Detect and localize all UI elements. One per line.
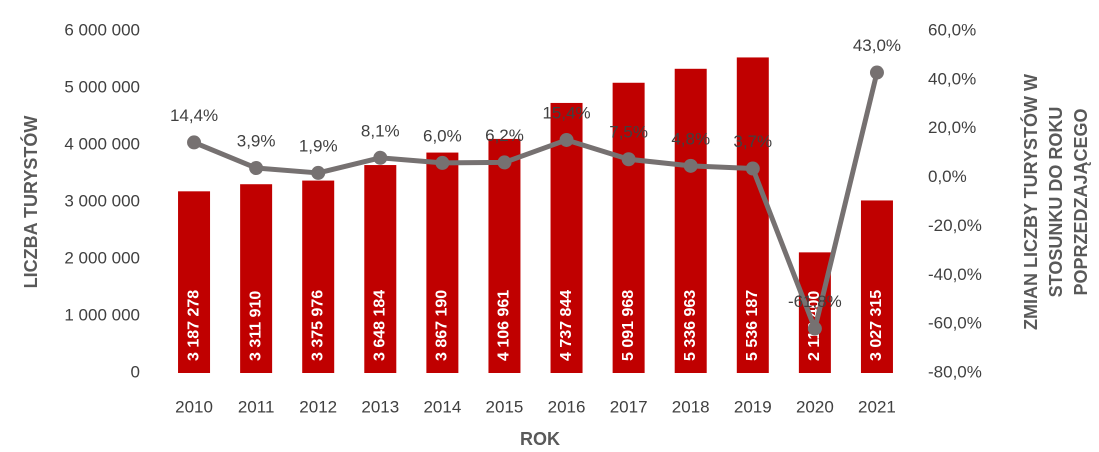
line-value-label: 1,9% — [299, 136, 338, 155]
y-tick-label: 3 000 000 — [64, 191, 140, 210]
bar — [550, 102, 583, 373]
bar-value-label: 3 867 190 — [434, 290, 451, 361]
x-tick-label: 2018 — [672, 397, 710, 416]
line-value-label: 6,0% — [423, 126, 462, 145]
line-value-label: 3,9% — [237, 132, 276, 151]
y2-axis-title: POPRZEDZAJĄCEGO — [1071, 108, 1091, 295]
y2-tick-label: 20,0% — [928, 118, 976, 137]
y2-tick-label: 0,0% — [928, 167, 967, 186]
x-tick-label: 2017 — [610, 397, 648, 416]
line-marker — [621, 152, 636, 167]
y2-tick-label: 40,0% — [928, 69, 976, 88]
y2-tick-label: -40,0% — [928, 265, 982, 284]
y-tick-label: 2 000 000 — [64, 248, 140, 267]
bar — [798, 252, 831, 373]
y-tick-label: 4 000 000 — [64, 134, 140, 153]
line-value-label: 43,0% — [853, 36, 901, 55]
bar — [302, 180, 335, 373]
bar — [364, 165, 397, 373]
line-marker — [559, 132, 574, 147]
line-value-label: 3,7% — [733, 132, 772, 151]
line-marker — [311, 165, 326, 180]
line-value-label: 6,2% — [485, 126, 524, 145]
x-axis-title: ROK — [520, 429, 560, 449]
y2-tick-label: -60,0% — [928, 314, 982, 333]
bar-value-label: 5 336 963 — [682, 290, 699, 361]
bar-value-label: 3 027 315 — [868, 290, 885, 361]
bar — [240, 184, 273, 373]
bar — [736, 57, 769, 373]
bar-value-label: 4 106 961 — [496, 290, 513, 361]
y2-tick-label: 60,0% — [928, 20, 976, 39]
bar-value-label: 3 311 910 — [247, 291, 264, 361]
x-tick-label: 2013 — [361, 397, 399, 416]
bar-value-label: 3 187 278 — [185, 290, 202, 361]
line-marker — [249, 161, 264, 176]
bar-value-label: 4 737 844 — [558, 290, 575, 361]
x-tick-label: 2019 — [734, 397, 772, 416]
y-tick-label: 0 — [131, 362, 140, 381]
bar-value-label: 3 375 976 — [309, 290, 326, 361]
y2-axis-title: STOSUNKU DO ROKU — [1046, 107, 1066, 298]
y-tick-label: 1 000 000 — [64, 305, 140, 324]
line-marker — [683, 158, 698, 173]
x-tick-label: 2014 — [423, 397, 461, 416]
line-value-label: 15,4% — [542, 103, 590, 122]
line-marker — [187, 135, 202, 150]
line-marker — [435, 155, 450, 170]
y-axis-title: LICZBA TURYSTÓW — [20, 116, 41, 289]
x-tick-label: 2012 — [299, 397, 337, 416]
x-tick-label: 2010 — [175, 397, 213, 416]
line-value-label: 8,1% — [361, 121, 400, 140]
x-tick-label: 2020 — [796, 397, 834, 416]
x-tick-label: 2011 — [238, 397, 275, 416]
line-marker — [869, 65, 884, 80]
bar — [178, 191, 211, 373]
bar — [674, 68, 707, 374]
x-tick-label: 2021 — [858, 397, 896, 416]
bar — [612, 82, 645, 374]
bar-value-label: 5 536 187 — [744, 290, 761, 361]
bar — [426, 152, 459, 373]
line-marker — [745, 161, 760, 176]
bar-value-label: 3 648 184 — [372, 290, 389, 361]
line-value-label: 7,5% — [609, 123, 648, 142]
y-tick-label: 6 000 000 — [64, 20, 140, 39]
bar — [488, 138, 521, 373]
y2-axis-title: ZMIAN LICZBY TURYSTÓW W — [1020, 74, 1041, 330]
line-value-label: -61,8% — [788, 292, 842, 311]
bar — [860, 200, 893, 373]
x-tick-label: 2016 — [548, 397, 586, 416]
line-value-label: 4,8% — [671, 129, 710, 148]
line-marker — [807, 321, 822, 336]
y-tick-label: 5 000 000 — [64, 77, 140, 96]
line-value-label: 14,4% — [170, 106, 218, 125]
y2-tick-label: -20,0% — [928, 216, 982, 235]
bar-value-label: 5 091 968 — [620, 290, 637, 361]
line — [193, 71, 880, 332]
line-marker — [373, 150, 388, 165]
line-marker — [497, 155, 512, 170]
y2-tick-label: -80,0% — [928, 362, 982, 381]
x-tick-label: 2015 — [486, 397, 524, 416]
